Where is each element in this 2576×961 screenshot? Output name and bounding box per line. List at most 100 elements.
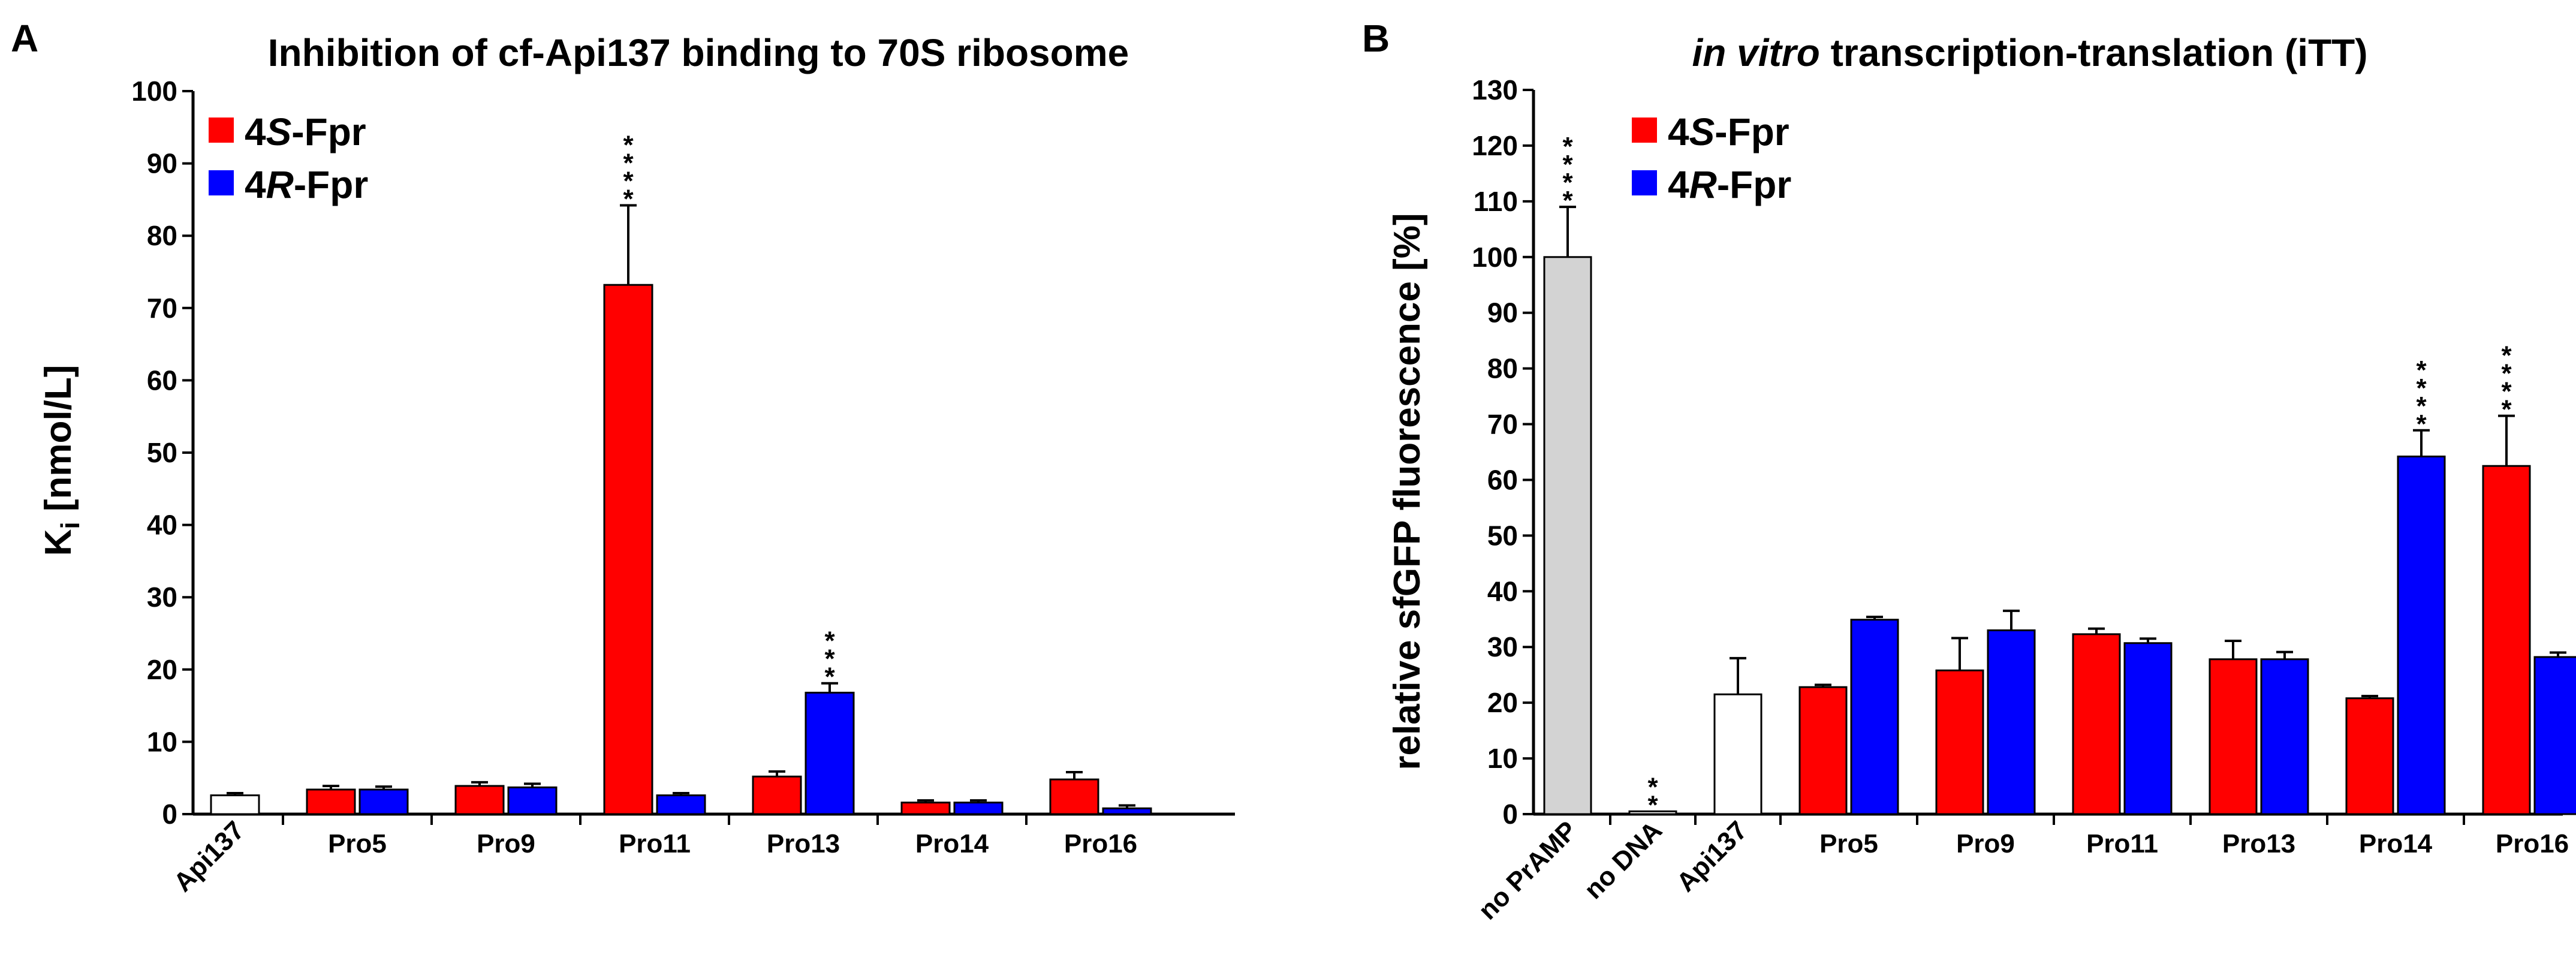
bar-pro11-4s-fpr (2072, 633, 2121, 815)
bar-pro13-4r-fpr (805, 691, 855, 815)
y-tick-label: 0 (1502, 799, 1518, 830)
significance-star-no-pramp-control: * (1562, 168, 1573, 197)
x-tick-label-pro11: Pro11 (619, 829, 691, 858)
bar-pro16-4r-fpr (1102, 807, 1152, 815)
x-tick-label-no-dna: no DNA (1578, 815, 1668, 905)
bar-pro5-4r-fpr (1850, 619, 1899, 815)
y-tick-label: 80 (147, 220, 177, 251)
chart-a-y-axis-label: Ki [nmol/L] (38, 365, 85, 556)
bar-pro9-4r-fpr (507, 786, 558, 815)
significance-star-no-pramp-control: * (1562, 186, 1573, 215)
y-tick-label: 130 (1472, 74, 1518, 106)
x-tick-label-pro16: Pro16 (1064, 829, 1137, 858)
y-tick-label: 110 (1474, 186, 1518, 217)
chart-b-axes: 0 10 20 30 40 50 60 70 80 90 100 110 120 130 no PrAMPn… (1472, 74, 2569, 926)
legend-label-4r-fpr: 4R-Fpr (1668, 163, 1791, 206)
panel-letter-b: B (1362, 17, 1390, 60)
bar-pro14-4r-fpr (2397, 455, 2446, 815)
bar-pro5-4r-fpr (358, 788, 409, 815)
significance-star-pro11-4s-fpr: * (623, 131, 634, 160)
significance-star-pro16-4s-fpr: * (2501, 377, 2512, 406)
legend-swatch-4r-fpr (1632, 170, 1657, 195)
bar-pro11-4r-fpr (2123, 642, 2173, 815)
y-tick-label: 50 (147, 437, 177, 468)
y-tick-label: 10 (1487, 743, 1518, 774)
bar-pro11-4s-fpr (603, 284, 653, 815)
significance-star-pro16-4s-fpr: * (2501, 395, 2512, 424)
bar-pro11-4r-fpr (656, 794, 706, 815)
x-tick-label-pro14: Pro14 (2359, 829, 2433, 858)
y-tick-label: 10 (147, 726, 177, 757)
y-tick-label: 70 (147, 293, 177, 324)
y-tick-label: 40 (1487, 576, 1518, 607)
chart-b-title: in vitro transcription-translation (iTT) (1692, 31, 2367, 74)
y-tick-label: 80 (1487, 353, 1518, 384)
chart-a-title: Inhibition of cf-Api137 binding to 70S r… (268, 31, 1129, 74)
y-tick-label: 0 (162, 799, 177, 830)
bar-pro14-4s-fpr (2345, 697, 2394, 815)
significance-star-pro11-4s-fpr: * (623, 149, 634, 178)
panel-b: B in vitro transcription-translation (iT… (1362, 17, 2576, 926)
bar-pro16-4s-fpr (1049, 778, 1099, 815)
x-tick-label-no-pramp: no PrAMP (1473, 815, 1583, 925)
significance-star-pro11-4s-fpr: * (623, 167, 634, 196)
x-tick-label-pro5: Pro5 (1819, 829, 1878, 858)
legend-swatch-4s-fpr (1632, 118, 1657, 143)
y-tick-label: 50 (1487, 520, 1518, 551)
bar-pro9-4r-fpr (1987, 629, 2036, 815)
x-tick-label-pro13: Pro13 (2222, 829, 2295, 858)
panel-letter-a: A (11, 17, 38, 60)
legend-label-4r-fpr: 4R-Fpr (245, 163, 368, 206)
chart-b-bars: ************** (1543, 132, 2576, 820)
significance-star-no-dna-control: * (1647, 772, 1658, 802)
y-tick-label: 100 (1472, 242, 1518, 273)
bar-pro16-4s-fpr (2482, 465, 2531, 815)
bar-pro5-4s-fpr (1798, 686, 1848, 815)
bar-pro13-4s-fpr (2209, 658, 2258, 815)
y-tick-label: 70 (1487, 409, 1518, 440)
bar-api137-control (210, 794, 260, 815)
x-tick-label-api137: Api137 (168, 815, 250, 897)
x-tick-label-pro5: Pro5 (328, 829, 387, 858)
y-tick-label: 90 (1487, 297, 1518, 329)
y-tick-label: 100 (131, 76, 177, 107)
significance-star-pro14-4r-fpr: * (2416, 409, 2427, 439)
significance-star-pro13-4r-fpr: * (824, 662, 835, 692)
significance-star-pro16-4s-fpr: * (2501, 359, 2512, 388)
bar-pro14-4r-fpr (953, 802, 1004, 815)
bar-pro14-4s-fpr (900, 802, 951, 815)
significance-star-pro13-4r-fpr: * (824, 626, 835, 656)
significance-star-pro14-4r-fpr: * (2416, 356, 2427, 385)
y-tick-label: 30 (147, 582, 177, 613)
bar-pro16-4r-fpr (2533, 656, 2576, 815)
x-tick-label-pro11: Pro11 (2086, 829, 2158, 858)
x-tick-label-pro14: Pro14 (915, 829, 989, 858)
significance-star-pro14-4r-fpr: * (2416, 391, 2427, 421)
x-tick-label-pro13: Pro13 (767, 829, 840, 858)
chart-b-y-axis-label: relative sfGFP fluorescence [%] (1387, 213, 1428, 770)
significance-star-pro13-4r-fpr: * (824, 644, 835, 674)
bar-pro9-4s-fpr (1935, 669, 1984, 815)
significance-star-pro14-4r-fpr: * (2416, 373, 2427, 403)
y-tick-label: 40 (147, 510, 177, 541)
y-tick-label: 60 (147, 364, 177, 396)
y-tick-label: 90 (147, 148, 177, 179)
significance-star-no-pramp-control: * (1562, 150, 1573, 179)
x-tick-label-pro9: Pro9 (477, 829, 535, 858)
legend-swatch-4s-fpr (209, 118, 234, 143)
chart-a-legend: 4S-Fpr 4R-Fpr (209, 110, 368, 206)
bar-pro13-4r-fpr (2260, 658, 2309, 815)
significance-star-no-pramp-control: * (1562, 132, 1573, 161)
y-tick-label: 20 (1487, 687, 1518, 718)
x-tick-label-api137: Api137 (1671, 815, 1753, 897)
chart-a-bars: ******* (210, 131, 1152, 815)
significance-star-pro11-4s-fpr: * (623, 185, 634, 214)
y-tick-label: 20 (147, 654, 177, 685)
significance-star-pro16-4s-fpr: * (2501, 341, 2512, 370)
panel-a: A Inhibition of cf-Api137 binding to 70S… (11, 17, 1235, 897)
chart-b-legend: 4S-Fpr 4R-Fpr (1632, 110, 1791, 206)
legend-label-4s-fpr: 4S-Fpr (245, 110, 366, 153)
bar-pro5-4s-fpr (306, 788, 356, 815)
legend-label-4s-fpr: 4S-Fpr (1668, 110, 1789, 153)
